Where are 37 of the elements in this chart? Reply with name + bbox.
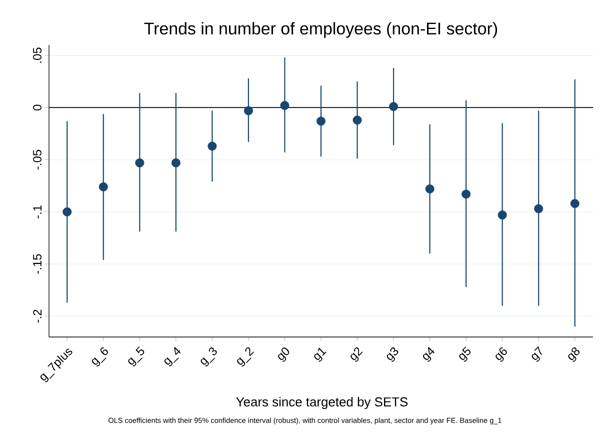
x-tick-label: g1 — [314, 348, 326, 362]
point — [316, 116, 326, 126]
x-tick-label: g5 — [459, 346, 471, 362]
point — [352, 116, 362, 125]
x-tick-label: g_4 — [164, 347, 181, 366]
x-tick-label: g6 — [496, 347, 507, 362]
x-tick-label: g3 — [386, 347, 398, 362]
point — [570, 199, 580, 208]
x-axis-title: Years since targeted by SETS — [236, 396, 408, 410]
x-tick-label: g_2 — [237, 347, 254, 366]
x-tick-label: g8 — [568, 347, 580, 362]
chart-title: Trends in number of employees (non-EI sector) — [144, 22, 498, 38]
point — [462, 190, 471, 199]
point — [280, 100, 290, 110]
x-tick-label: g2 — [350, 347, 363, 362]
x-tick-label: g7 — [532, 346, 542, 362]
point — [62, 207, 72, 216]
y-tick-label: -.05 — [33, 150, 42, 170]
x-tick-label: g_3 — [200, 347, 217, 366]
y-tick-label: -.2 — [33, 310, 42, 323]
y-tick-label: -.15 — [33, 254, 42, 274]
point — [534, 204, 544, 214]
point — [208, 142, 217, 151]
point — [135, 158, 144, 168]
x-tick-label: g_5 — [128, 346, 144, 366]
point — [244, 106, 253, 116]
x-tick-label: g0 — [278, 348, 290, 362]
point — [98, 182, 108, 192]
y-tick-label: -.1 — [33, 205, 42, 218]
point — [389, 102, 398, 112]
y-tick-label: 0 — [33, 104, 42, 110]
point — [425, 184, 434, 194]
y-tick-label: .05 — [33, 48, 42, 63]
point — [171, 158, 180, 168]
x-tick-label: g_6 — [92, 347, 108, 366]
point — [498, 210, 507, 220]
x-tick-label: g4 — [422, 347, 435, 362]
